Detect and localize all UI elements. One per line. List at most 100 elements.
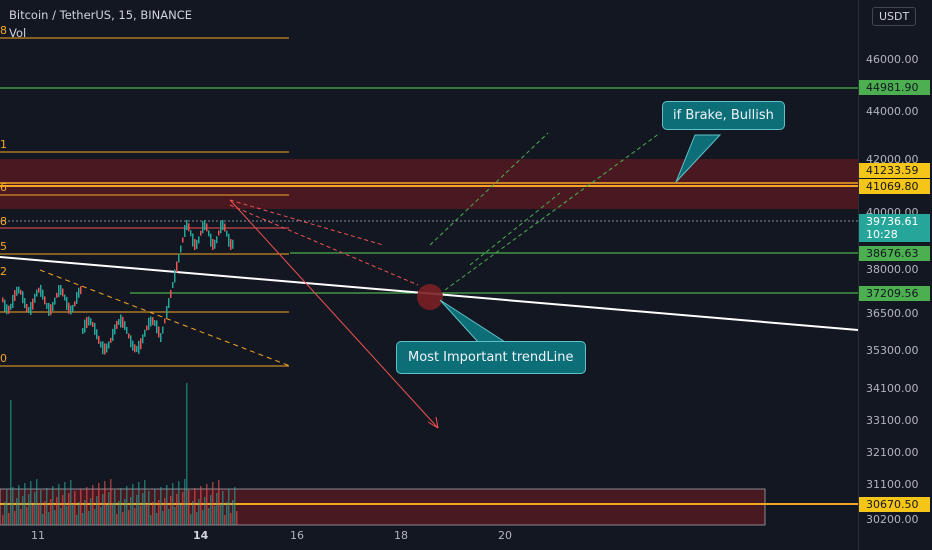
volume-bar bbox=[204, 497, 206, 525]
bullish-callout[interactable]: if Brake, Bullish bbox=[662, 101, 785, 130]
volume-bar bbox=[124, 499, 126, 525]
volume-bar bbox=[164, 498, 166, 525]
candle bbox=[6, 304, 8, 315]
volume-bar bbox=[114, 490, 116, 525]
volume-bar bbox=[106, 505, 108, 525]
candle bbox=[214, 239, 216, 249]
volume-bar bbox=[134, 508, 136, 525]
candle bbox=[136, 345, 138, 352]
price-tag-yellow-bottom: 30670.50 bbox=[859, 497, 930, 512]
price-tick: 33100.00 bbox=[866, 414, 919, 427]
price-tick: 46000.00 bbox=[866, 53, 919, 66]
candle bbox=[168, 298, 170, 308]
volume-bar bbox=[40, 490, 42, 525]
candle bbox=[232, 239, 234, 249]
volume-bar bbox=[74, 491, 76, 525]
candle bbox=[200, 230, 202, 236]
volume-bar bbox=[198, 499, 200, 525]
volume-bar bbox=[92, 485, 94, 525]
time-tick: 16 bbox=[290, 529, 304, 542]
volume-bar bbox=[38, 503, 40, 525]
candle bbox=[146, 325, 148, 331]
volume-bar bbox=[8, 513, 10, 525]
candle bbox=[164, 318, 166, 324]
volume-bar bbox=[152, 502, 154, 525]
volume-bar bbox=[30, 481, 32, 525]
volume-bar bbox=[48, 512, 50, 525]
volume-bar bbox=[206, 484, 208, 525]
trendline-callout[interactable]: Most Important trendLine bbox=[396, 341, 586, 374]
volume-bar bbox=[122, 512, 124, 525]
candle bbox=[222, 220, 224, 231]
volume-bar bbox=[208, 508, 210, 525]
price-tick: 34100.00 bbox=[866, 382, 919, 395]
volume-bar bbox=[56, 497, 58, 525]
volume-bar bbox=[224, 515, 226, 525]
candle bbox=[212, 238, 214, 250]
volume-bar bbox=[150, 515, 152, 525]
volume-bar bbox=[42, 514, 44, 525]
price-tick: 31100.00 bbox=[866, 478, 919, 491]
candle bbox=[160, 333, 162, 343]
volume-bar bbox=[32, 505, 34, 525]
candle bbox=[96, 329, 98, 340]
volume-bar bbox=[218, 480, 220, 525]
volume-label: Vol bbox=[9, 26, 27, 40]
volume-bar bbox=[108, 492, 110, 525]
candle bbox=[60, 285, 62, 296]
candle bbox=[14, 290, 16, 302]
candle bbox=[186, 220, 188, 231]
price-tick: 38000.00 bbox=[866, 263, 919, 276]
volume-bar bbox=[222, 491, 224, 525]
volume-bar bbox=[160, 487, 162, 525]
candle bbox=[86, 317, 88, 329]
price-tag-green-mid: 38676.63 bbox=[859, 246, 930, 261]
volume-bar bbox=[36, 479, 38, 525]
price-tick: 35300.00 bbox=[866, 344, 919, 357]
candle bbox=[116, 320, 118, 329]
volume-bar bbox=[176, 494, 178, 525]
volume-bar bbox=[104, 481, 106, 525]
candle bbox=[82, 327, 84, 334]
candle bbox=[18, 286, 20, 294]
volume-bar bbox=[196, 512, 198, 525]
candle bbox=[32, 298, 34, 310]
candle bbox=[80, 286, 82, 295]
volume-bar bbox=[170, 496, 172, 525]
projection-line bbox=[39, 269, 291, 367]
volume-bar bbox=[24, 483, 26, 525]
volume-bar bbox=[140, 506, 142, 525]
candle bbox=[94, 322, 96, 335]
candle bbox=[78, 287, 80, 298]
down-arrow bbox=[229, 199, 439, 429]
fib-level-label: 8 bbox=[0, 24, 7, 37]
arrow-head bbox=[427, 421, 439, 429]
volume-bar bbox=[126, 486, 128, 525]
volume-bar bbox=[190, 514, 192, 525]
volume-bar bbox=[194, 488, 196, 525]
candle bbox=[24, 298, 26, 309]
volume-bar bbox=[178, 481, 180, 525]
candle bbox=[126, 326, 128, 334]
currency-badge[interactable]: USDT bbox=[872, 7, 917, 26]
fib-level-label: 0 bbox=[0, 352, 7, 365]
volume-bar bbox=[102, 494, 104, 525]
callout-pointer bbox=[675, 134, 722, 183]
volume-bar bbox=[98, 483, 100, 525]
candle bbox=[104, 343, 106, 355]
resistance-zone bbox=[0, 159, 858, 209]
candle bbox=[198, 236, 200, 244]
candle bbox=[210, 233, 212, 247]
candle bbox=[122, 316, 124, 328]
candle bbox=[20, 289, 22, 295]
candle bbox=[4, 299, 6, 312]
volume-bar bbox=[58, 484, 60, 525]
candle bbox=[102, 341, 104, 355]
volume-bar bbox=[96, 496, 98, 525]
volume-bar bbox=[168, 509, 170, 525]
fib-level-label: 5 bbox=[0, 240, 7, 253]
candle bbox=[88, 316, 90, 326]
candle bbox=[170, 290, 172, 298]
